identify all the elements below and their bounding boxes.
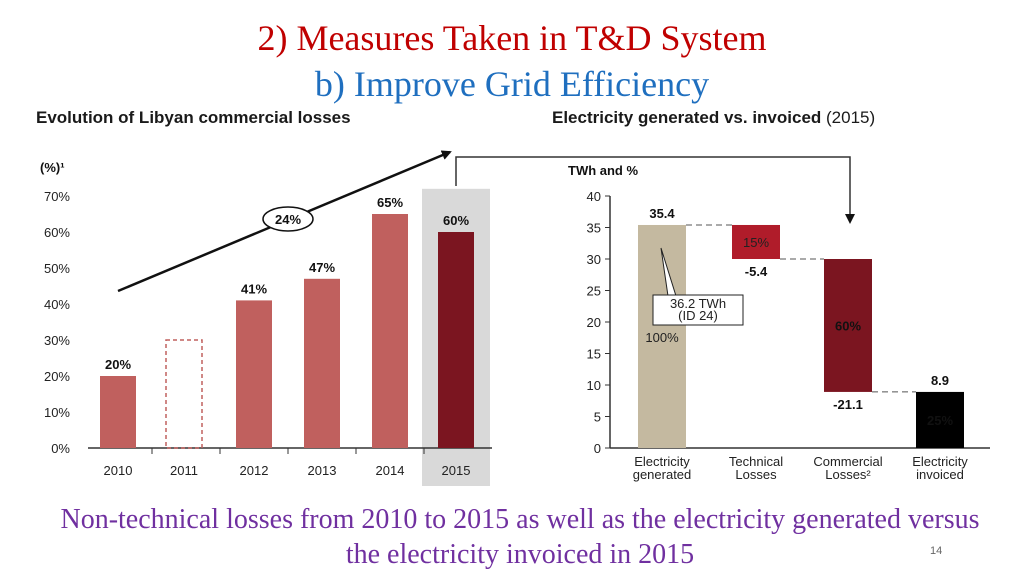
bar-data-label: 60% bbox=[443, 213, 469, 228]
annotation-ellipse bbox=[262, 206, 314, 232]
value-label: -5.4 bbox=[745, 264, 768, 279]
y-tick-label: 40 bbox=[587, 189, 601, 204]
y-tick-label: 35 bbox=[587, 221, 601, 236]
percent-label: 100% bbox=[645, 330, 679, 345]
percent-label: 60% bbox=[835, 318, 861, 333]
slide-title: 2) Measures Taken in T&D System bbox=[257, 18, 767, 58]
footer-caption: Non-technical losses from 2010 to 2015 a… bbox=[60, 504, 980, 570]
y-tick-label: 20 bbox=[587, 315, 601, 330]
bar bbox=[100, 376, 136, 448]
category-label: Technical bbox=[729, 454, 783, 469]
bar-data-label: 65% bbox=[377, 195, 403, 210]
x-tick-label: 2011 bbox=[170, 463, 198, 478]
waterfall-bar bbox=[732, 224, 780, 259]
category-label: Electricity bbox=[912, 454, 968, 469]
x-tick-label: 2015 bbox=[442, 463, 471, 478]
left-unit-label: (%)¹ bbox=[40, 160, 65, 175]
x-tick-label: 2013 bbox=[308, 463, 337, 478]
right-unit-label: TWh and % bbox=[568, 163, 638, 178]
category-label: invoiced bbox=[916, 467, 964, 482]
right-chart-title-text: Electricity generated vs. invoiced bbox=[552, 108, 822, 127]
link-arrow bbox=[455, 156, 855, 224]
value-label: -21.1 bbox=[833, 397, 863, 412]
y-tick-label: 30 bbox=[587, 252, 601, 267]
annotation-label: 24% bbox=[275, 212, 301, 227]
left-chart-title: Evolution of Libyan commercial losses bbox=[36, 108, 351, 127]
callout-box bbox=[652, 294, 744, 326]
page-number: 14 bbox=[930, 545, 943, 557]
y-tick-label: 10% bbox=[44, 405, 70, 420]
y-tick-label: 70% bbox=[44, 189, 70, 204]
bar-estimated bbox=[165, 339, 203, 449]
category-label: Electricity bbox=[634, 454, 690, 469]
right-chart-year: (2015) bbox=[826, 108, 876, 127]
y-tick-label: 60% bbox=[44, 225, 70, 240]
x-tick-label: 2012 bbox=[240, 463, 269, 478]
y-tick-label: 20% bbox=[44, 369, 70, 384]
y-tick-label: 10 bbox=[587, 378, 601, 393]
category-label: Commercial bbox=[813, 454, 882, 469]
waterfall-bar bbox=[916, 391, 964, 448]
waterfall-bar bbox=[638, 224, 686, 448]
category-label: Losses² bbox=[825, 467, 871, 482]
x-tick-label: 2010 bbox=[104, 463, 133, 478]
connector-arrows bbox=[455, 156, 855, 224]
bar bbox=[236, 300, 272, 448]
percent-label: 25% bbox=[927, 413, 953, 428]
bar-data-label: 20% bbox=[105, 357, 131, 372]
y-tick-label: 5 bbox=[594, 410, 601, 425]
right-chart: TWh and % 0 5 10 15 20 25 30 35 40 35.4 -5.4 -21.1 8.… bbox=[568, 163, 990, 482]
waterfall-bar bbox=[824, 259, 872, 392]
category-label: Losses bbox=[735, 467, 777, 482]
y-tick-label: 25 bbox=[587, 284, 601, 299]
bar bbox=[438, 232, 474, 448]
y-tick-label: 0 bbox=[594, 441, 601, 456]
y-tick-label: 30% bbox=[44, 333, 70, 348]
bar-data-label: 47% bbox=[309, 260, 335, 275]
y-tick-label: 50% bbox=[44, 261, 70, 276]
y-tick-label: 0% bbox=[51, 441, 70, 456]
bar bbox=[304, 278, 340, 448]
slide-subtitle: b) Improve Grid Efficiency bbox=[314, 64, 710, 104]
value-label: 8.9 bbox=[931, 373, 949, 388]
y-tick-label: 40% bbox=[44, 297, 70, 312]
bar-data-label: 41% bbox=[241, 281, 267, 296]
left-chart: (%)¹ 0% 10% 20% 30% 40% 50% 60% 70% 20% 2010 2011 41… bbox=[40, 150, 492, 487]
callout-line-2: (ID 24) bbox=[678, 308, 718, 323]
y-tick-label: 15 bbox=[587, 347, 601, 362]
x-tick-label: 2014 bbox=[376, 463, 405, 478]
value-label: 35.4 bbox=[649, 206, 675, 221]
bar bbox=[372, 214, 408, 448]
right-chart-title: Electricity generated vs. invoiced (2015… bbox=[552, 108, 875, 128]
callout-line-1: 36.2 TWh bbox=[670, 296, 726, 311]
percent-label: 15% bbox=[743, 235, 769, 250]
category-label: generated bbox=[633, 467, 692, 482]
